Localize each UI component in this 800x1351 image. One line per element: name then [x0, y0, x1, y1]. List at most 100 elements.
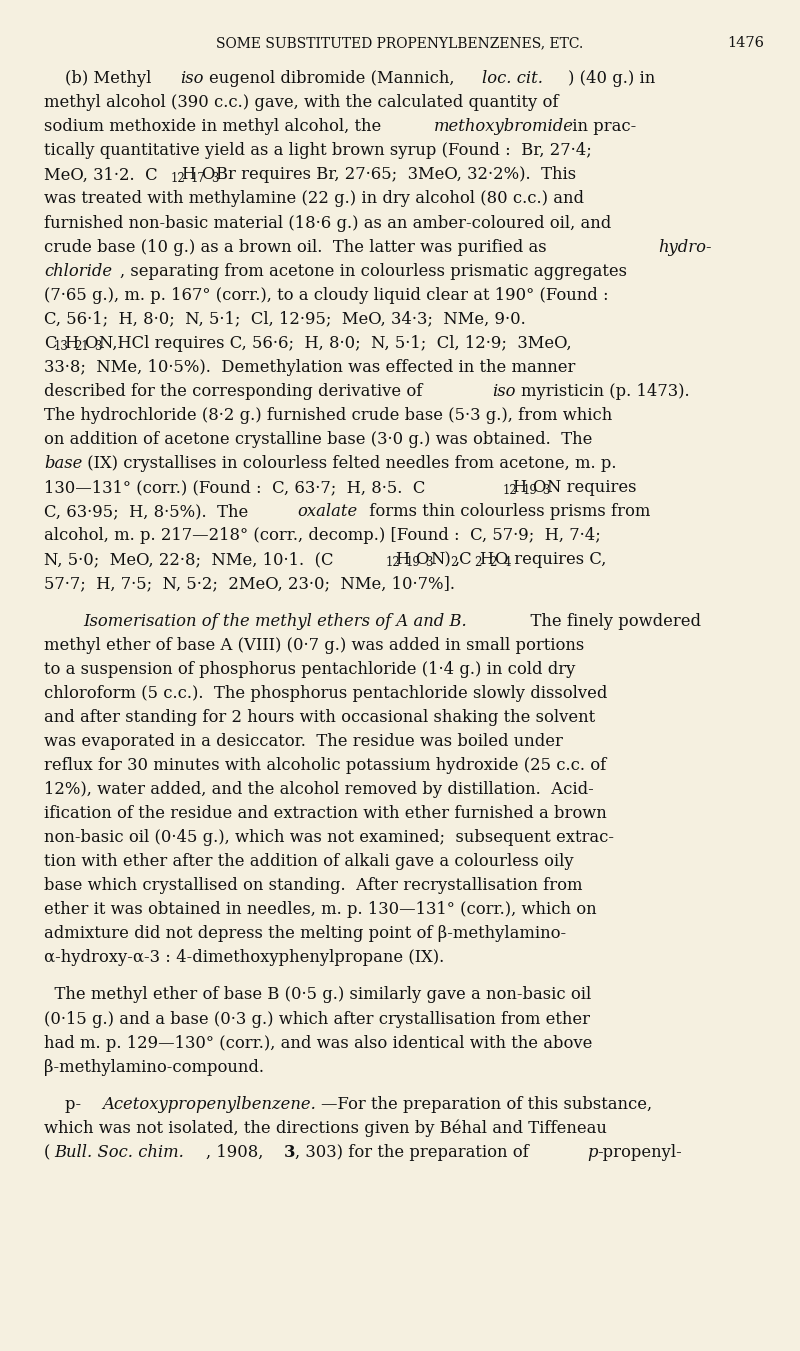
Text: C, 56·1;  H, 8·0;  N, 5·1;  Cl, 12·95;  MeO, 34·3;  NMe, 9·0.: C, 56·1; H, 8·0; N, 5·1; Cl, 12·95; MeO,… — [44, 311, 526, 328]
Text: sodium methoxide in methyl alcohol, the: sodium methoxide in methyl alcohol, the — [44, 119, 386, 135]
Text: in prac-: in prac- — [567, 119, 636, 135]
Text: 3: 3 — [425, 557, 433, 570]
Text: base which crystallised on standing.  After recrystallisation from: base which crystallised on standing. Aft… — [44, 877, 582, 894]
Text: Br requires Br, 27·65;  3MeO, 32·2%).  This: Br requires Br, 27·65; 3MeO, 32·2%). Thi… — [216, 166, 576, 184]
Text: which was not isolated, the directions given by Béhal and Tiffeneau: which was not isolated, the directions g… — [44, 1120, 607, 1138]
Text: Isomerisation of the methyl ethers of A and B.: Isomerisation of the methyl ethers of A … — [83, 612, 466, 630]
Text: 2: 2 — [490, 557, 497, 570]
Text: N): N) — [430, 551, 451, 569]
Text: 57·7;  H, 7·5;  N, 5·2;  2MeO, 23·0;  NMe, 10·7%].: 57·7; H, 7·5; N, 5·2; 2MeO, 23·0; NMe, 1… — [44, 576, 455, 592]
Text: The hydrochloride (8·2 g.) furnished crude base (5·3 g.), from which: The hydrochloride (8·2 g.) furnished cru… — [44, 407, 612, 424]
Text: p-: p- — [44, 1096, 81, 1113]
Text: H: H — [64, 335, 78, 351]
Text: 3: 3 — [94, 340, 101, 353]
Text: and after standing for 2 hours with occasional shaking the solvent: and after standing for 2 hours with occa… — [44, 709, 595, 725]
Text: H: H — [479, 551, 494, 569]
Text: -propenyl-: -propenyl- — [597, 1144, 682, 1161]
Text: methoxybromide: methoxybromide — [434, 119, 574, 135]
Text: chloroform (5 c.c.).  The phosphorus pentachloride slowly dissolved: chloroform (5 c.c.). The phosphorus pent… — [44, 685, 607, 701]
Text: had m. p. 129—130° (corr.), and was also identical with the above: had m. p. 129—130° (corr.), and was also… — [44, 1035, 592, 1051]
Text: (IX) crystallises in colourless felted needles from acetone, m. p.: (IX) crystallises in colourless felted n… — [82, 455, 617, 471]
Text: loc. cit.: loc. cit. — [482, 70, 543, 88]
Text: N,HCl requires C, 56·6;  H, 8·0;  N, 5·1;  Cl, 12·9;  3MeO,: N,HCl requires C, 56·6; H, 8·0; N, 5·1; … — [98, 335, 571, 351]
Text: Bull. Soc. chim.: Bull. Soc. chim. — [54, 1144, 184, 1161]
Text: hydro-: hydro- — [658, 239, 712, 255]
Text: non-basic oil (0·45 g.), which was not examined;  subsequent extrac-: non-basic oil (0·45 g.), which was not e… — [44, 830, 614, 846]
Text: O: O — [201, 166, 214, 184]
Text: O: O — [415, 551, 429, 569]
Text: 3: 3 — [210, 172, 218, 185]
Text: oxalate: oxalate — [298, 503, 358, 520]
Text: furnished non-basic material (18·6 g.) as an amber-coloured oil, and: furnished non-basic material (18·6 g.) a… — [44, 215, 611, 231]
Text: reflux for 30 minutes with alcoholic potassium hydroxide (25 c.c. of: reflux for 30 minutes with alcoholic pot… — [44, 757, 606, 774]
Text: on addition of acetone crystalline base (3·0 g.) was obtained.  The: on addition of acetone crystalline base … — [44, 431, 592, 449]
Text: chloride: chloride — [44, 262, 112, 280]
Text: (b) Methyl: (b) Methyl — [44, 70, 151, 88]
Text: 4: 4 — [504, 557, 511, 570]
Text: (7·65 g.), m. p. 167° (corr.), to a cloudy liquid clear at 190° (Found :: (7·65 g.), m. p. 167° (corr.), to a clou… — [44, 286, 609, 304]
Text: (0·15 g.) and a base (0·3 g.) which after crystallisation from ether: (0·15 g.) and a base (0·3 g.) which afte… — [44, 1011, 590, 1028]
Text: O: O — [533, 480, 546, 496]
Text: 1476: 1476 — [727, 36, 764, 50]
Text: crude base (10 g.) as a brown oil.  The latter was purified as: crude base (10 g.) as a brown oil. The l… — [44, 239, 552, 255]
Text: methyl alcohol (390 c.c.) gave, with the calculated quantity of: methyl alcohol (390 c.c.) gave, with the… — [44, 95, 558, 111]
Text: C: C — [44, 335, 57, 351]
Text: 2: 2 — [450, 557, 457, 570]
Text: was treated with methylamine (22 g.) in dry alcohol (80 c.c.) and: was treated with methylamine (22 g.) in … — [44, 190, 584, 208]
Text: N requires: N requires — [547, 480, 637, 496]
Text: p: p — [587, 1144, 598, 1161]
Text: tion with ether after the addition of alkali gave a colourless oily: tion with ether after the addition of al… — [44, 852, 574, 870]
Text: ification of the residue and extraction with ether furnished a brown: ification of the residue and extraction … — [44, 805, 606, 821]
Text: 3: 3 — [284, 1144, 295, 1161]
Text: tically quantitative yield as a light brown syrup (Found :  Br, 27·4;: tically quantitative yield as a light br… — [44, 142, 592, 159]
Text: 12: 12 — [170, 172, 186, 185]
Text: 21: 21 — [74, 340, 89, 353]
Text: 19: 19 — [522, 485, 537, 497]
Text: described for the corresponding derivative of: described for the corresponding derivati… — [44, 382, 428, 400]
Text: , 303) for the preparation of: , 303) for the preparation of — [295, 1144, 534, 1161]
Text: H: H — [395, 551, 410, 569]
Text: to a suspension of phosphorus pentachloride (1·4 g.) in cold dry: to a suspension of phosphorus pentachlor… — [44, 661, 575, 678]
Text: iso: iso — [493, 382, 516, 400]
Text: The methyl ether of base B (0·5 g.) similarly gave a non-basic oil: The methyl ether of base B (0·5 g.) simi… — [44, 986, 591, 1004]
Text: SOME SUBSTITUTED PROPENYLBENZENES, ETC.: SOME SUBSTITUTED PROPENYLBENZENES, ETC. — [216, 36, 584, 50]
Text: (: ( — [44, 1144, 50, 1161]
Text: 19: 19 — [406, 557, 420, 570]
Text: C, 63·95;  H, 8·5%).  The: C, 63·95; H, 8·5%). The — [44, 503, 254, 520]
Text: Acetoxypropenylbenzene.: Acetoxypropenylbenzene. — [102, 1096, 316, 1113]
Text: 17: 17 — [190, 172, 206, 185]
Text: H: H — [181, 166, 195, 184]
Text: methyl ether of base A (VIII) (0·7 g.) was added in small portions: methyl ether of base A (VIII) (0·7 g.) w… — [44, 636, 584, 654]
Text: 13: 13 — [54, 340, 69, 353]
Text: 12: 12 — [386, 557, 400, 570]
Text: base: base — [44, 455, 82, 471]
Text: 12%), water added, and the alcohol removed by distillation.  Acid-: 12%), water added, and the alcohol remov… — [44, 781, 594, 798]
Text: MeO, 31·2.  C: MeO, 31·2. C — [44, 166, 158, 184]
Text: ether it was obtained in needles, m. p. 130—131° (corr.), which on: ether it was obtained in needles, m. p. … — [44, 901, 597, 919]
Text: O: O — [84, 335, 98, 351]
Text: ,C: ,C — [455, 551, 473, 569]
Text: ) (40 g.) in: ) (40 g.) in — [568, 70, 655, 88]
Text: alcohol, m. p. 217—218° (corr., decomp.) [Found :  C, 57·9;  H, 7·4;: alcohol, m. p. 217—218° (corr., decomp.)… — [44, 527, 601, 544]
Text: 130—131° (corr.) (Found :  C, 63·7;  H, 8·5.  C: 130—131° (corr.) (Found : C, 63·7; H, 8·… — [44, 480, 426, 496]
Text: —For the preparation of this substance,: —For the preparation of this substance, — [321, 1096, 652, 1113]
Text: The finely powdered: The finely powdered — [520, 612, 702, 630]
Text: admixture did not depress the melting point of β-methylamino-: admixture did not depress the melting po… — [44, 925, 566, 942]
Text: O: O — [494, 551, 508, 569]
Text: was evaporated in a desiccator.  The residue was boiled under: was evaporated in a desiccator. The resi… — [44, 732, 563, 750]
Text: 3: 3 — [542, 485, 550, 497]
Text: β-methylamino-compound.: β-methylamino-compound. — [44, 1059, 264, 1075]
Text: H: H — [513, 480, 526, 496]
Text: N, 5·0;  MeO, 22·8;  NMe, 10·1.  (C: N, 5·0; MeO, 22·8; NMe, 10·1. (C — [44, 551, 334, 569]
Text: requires C,: requires C, — [509, 551, 606, 569]
Text: myristicin (p. 1473).: myristicin (p. 1473). — [521, 382, 690, 400]
Text: 12: 12 — [502, 485, 517, 497]
Text: 2: 2 — [474, 557, 482, 570]
Text: 33·8;  NMe, 10·5%).  Demethylation was effected in the manner: 33·8; NMe, 10·5%). Demethylation was eff… — [44, 359, 575, 376]
Text: α-hydroxy-α-3 : 4-dimethoxyphenylpropane (IX).: α-hydroxy-α-3 : 4-dimethoxyphenylpropane… — [44, 950, 444, 966]
Text: forms thin colourless prisms from: forms thin colourless prisms from — [364, 503, 650, 520]
Text: , 1908,: , 1908, — [206, 1144, 269, 1161]
Text: iso: iso — [181, 70, 204, 88]
Text: eugenol dibromide (Mannich,: eugenol dibromide (Mannich, — [209, 70, 460, 88]
Text: , separating from acetone in colourless prismatic aggregates: , separating from acetone in colourless … — [120, 262, 627, 280]
